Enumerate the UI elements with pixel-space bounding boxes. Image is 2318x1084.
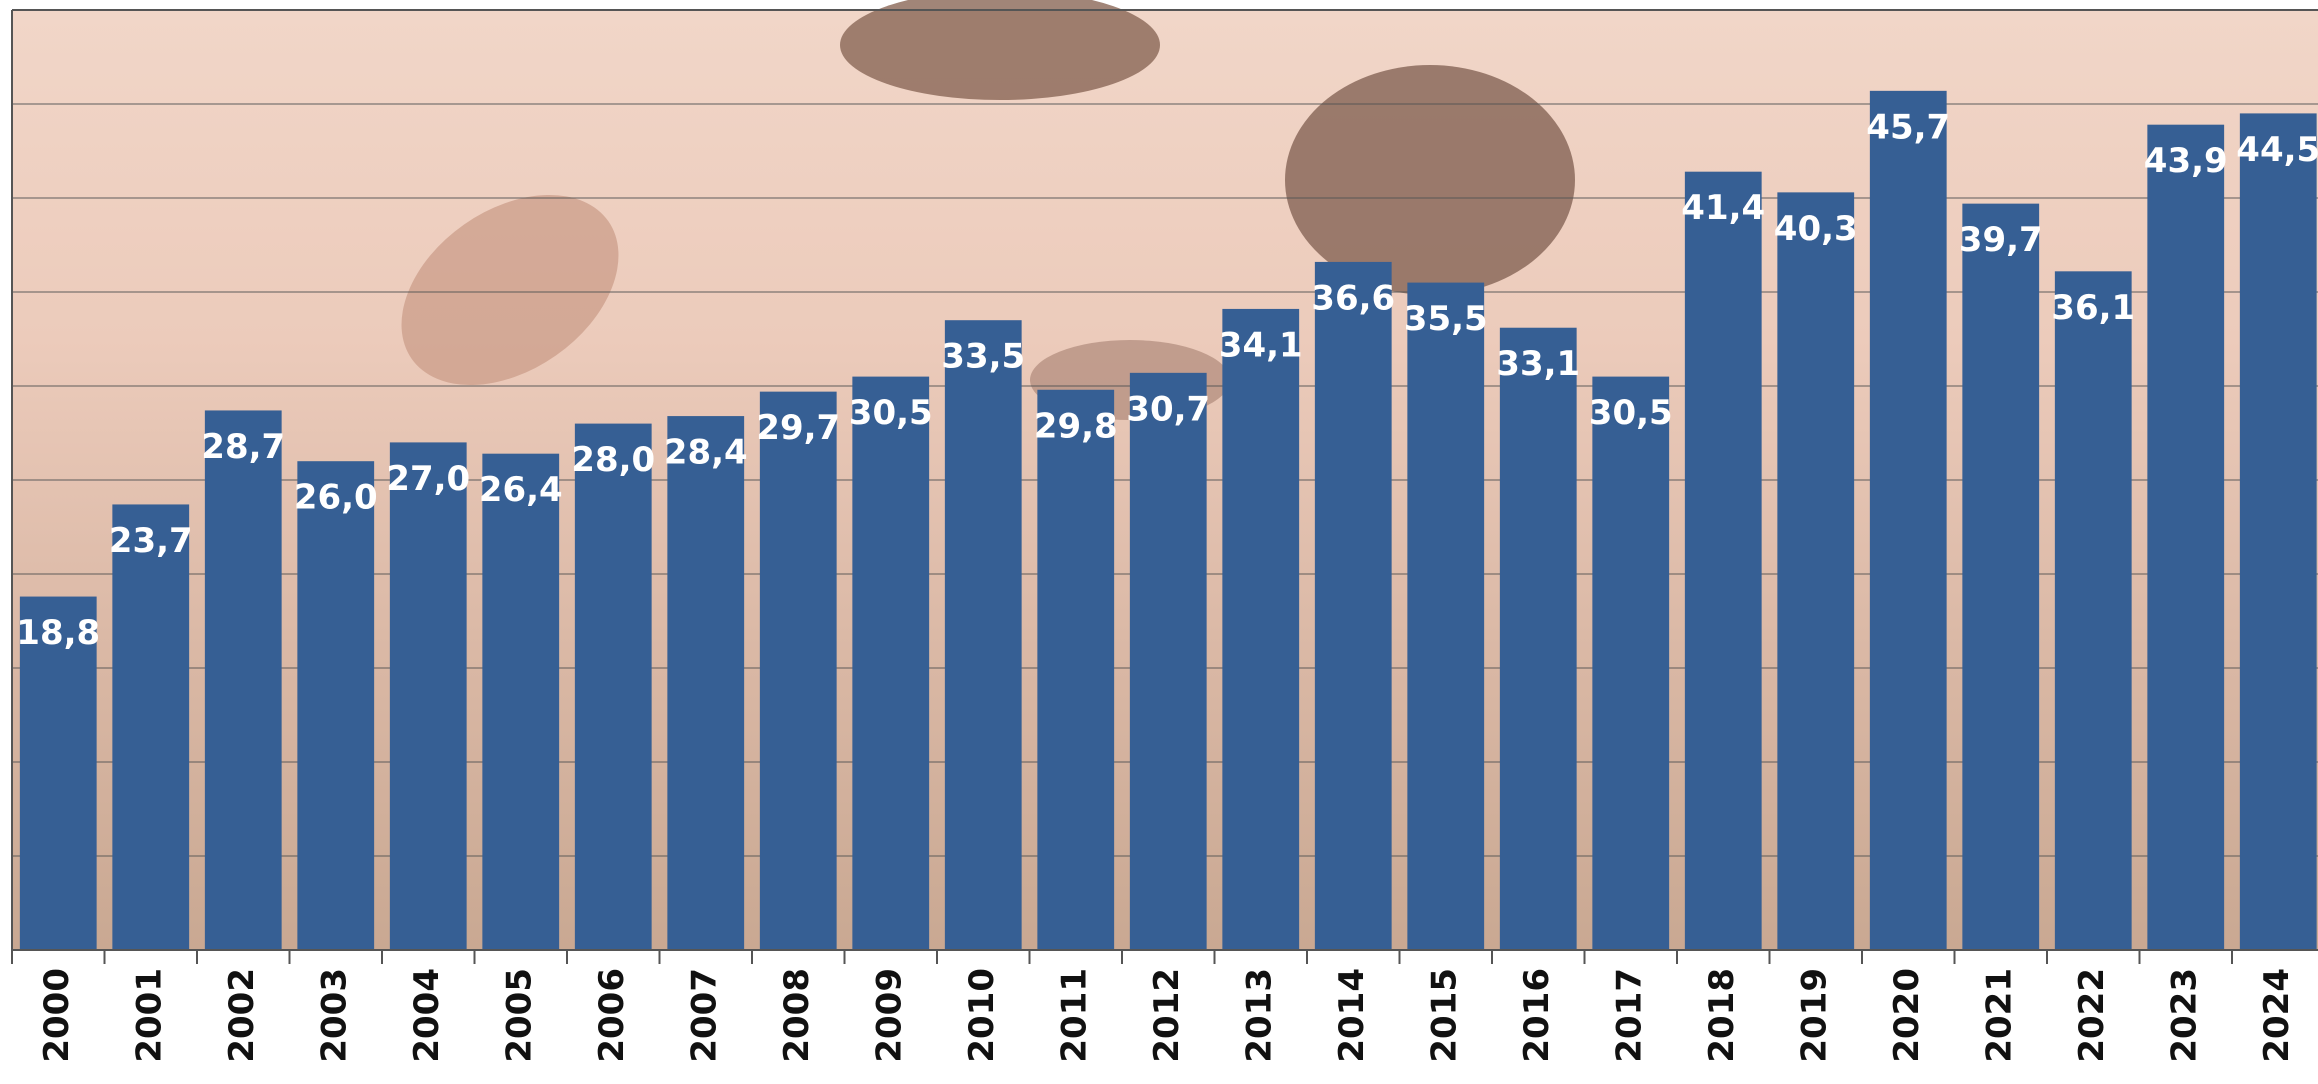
bar [667,416,745,951]
bar [759,391,837,950]
value-label: 40,3 [1774,209,1858,249]
x-tick-label: 2016 [1517,968,1557,1063]
bar [482,453,560,950]
x-tick-label: 2021 [1979,968,2019,1063]
x-tick-label: 2003 [314,968,354,1063]
value-label: 26,0 [294,478,378,518]
bar [944,320,1022,950]
value-label: 36,6 [1311,278,1395,318]
value-label: 34,1 [1219,325,1303,365]
value-label: 18,8 [16,613,100,653]
x-tick-label: 2017 [1609,968,1649,1063]
bar [1314,261,1392,950]
x-tick-label: 2011 [1054,968,1094,1063]
bar [112,504,190,950]
x-tick-label: 2002 [222,968,262,1063]
value-label: 35,5 [1404,299,1488,339]
bar [1222,308,1300,950]
value-label: 43,9 [2144,141,2228,181]
value-label: 30,5 [1589,393,1673,433]
bar [1684,171,1762,950]
bar [1407,282,1485,951]
x-tick-label: 2022 [2072,968,2112,1063]
bar [574,423,652,951]
x-tick-label: 2004 [407,968,447,1063]
x-tick-label: 2013 [1239,968,1279,1063]
bar [204,410,282,950]
bar [1499,327,1577,951]
x-tick-label: 2020 [1887,968,1927,1063]
x-tick-label: 2012 [1147,968,1187,1063]
x-tick-label: 2023 [2164,968,2204,1063]
value-label: 33,1 [1496,344,1580,384]
bar [1037,389,1115,950]
x-tick-label: 2019 [1794,968,1834,1063]
bar [2147,124,2225,951]
value-label: 39,7 [1959,220,2043,260]
x-tick-label: 2009 [869,968,909,1063]
value-label: 41,4 [1681,188,1765,228]
bar [389,442,467,950]
bar [1777,192,1855,951]
value-label: 30,7 [1126,389,1210,429]
x-tick-label: 2000 [37,968,77,1063]
value-label: 23,7 [109,521,193,561]
value-label: 28,7 [201,427,285,467]
bean-decoration [1285,65,1575,295]
bar [297,461,375,950]
x-tick-label: 2005 [499,968,539,1063]
x-tick-label: 2010 [962,968,1002,1063]
value-label: 45,7 [1866,107,1950,147]
x-tick-label: 2007 [684,968,724,1063]
bar [1592,376,1670,951]
value-label: 36,1 [2051,288,2135,328]
bar [2054,271,2132,950]
bar [852,376,930,951]
value-label: 44,5 [2236,130,2318,170]
bar [2239,113,2317,950]
value-label: 28,0 [571,440,655,480]
bean-decoration [401,194,619,386]
x-tick-label: 2024 [2257,968,2297,1063]
bar [1129,372,1207,951]
value-label: 33,5 [941,337,1025,377]
value-label: 26,4 [479,470,563,510]
bean-decoration [840,0,1160,100]
x-tick-label: 2015 [1424,968,1464,1063]
value-label: 28,4 [664,433,748,473]
x-tick-label: 2014 [1332,968,1372,1063]
x-tick-label: 2001 [129,968,169,1063]
x-tick-label: 2006 [592,968,632,1063]
bar [19,596,97,950]
bar [1869,90,1947,951]
value-label: 30,5 [849,393,933,433]
value-label: 29,7 [756,408,840,448]
bar [1962,203,2040,950]
value-label: 27,0 [386,459,470,499]
x-tick-label: 2008 [777,968,817,1063]
value-label: 29,8 [1034,406,1118,446]
x-tick-label: 2018 [1702,968,1742,1063]
